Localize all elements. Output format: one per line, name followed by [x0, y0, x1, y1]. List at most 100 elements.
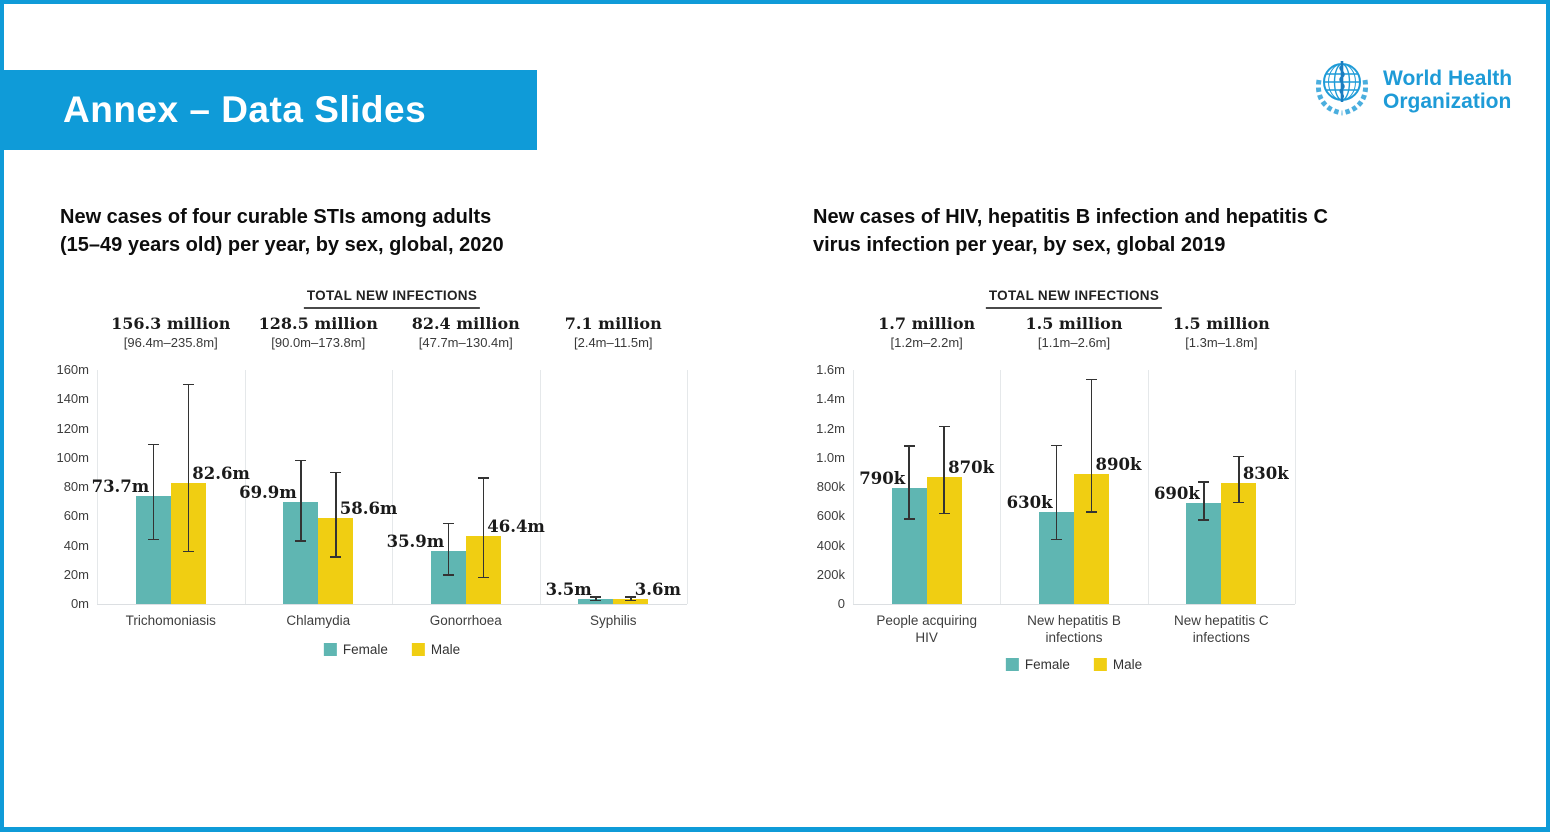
plot-divider — [539, 370, 541, 604]
error-bar-male-people-acquiring-hiv — [943, 426, 945, 514]
error-bar-male-new-hepatitis-c-infections-cap-bottom — [1233, 501, 1245, 504]
legend-label-female: Female — [1024, 657, 1070, 672]
y-tick-label: 80m — [63, 479, 89, 494]
y-tick-label: 60m — [63, 508, 89, 524]
legend-item-male: Male — [1093, 657, 1143, 672]
hiv-hep-chart-title: New cases of HIV, hepatitis B infection … — [813, 203, 1328, 259]
plot-divider — [1147, 370, 1149, 604]
bar-label-male-new-hepatitis-b-infections: 890k — [1095, 454, 1142, 474]
hiv-hep-chart-total-0: 1.7 million [1.2m–2.2m] — [832, 314, 1022, 352]
axis-baseline — [97, 604, 687, 605]
slide-title: Annex – Data Slides — [63, 89, 427, 130]
bar-label-female-new-hepatitis-b-infections: 630k — [1006, 492, 1053, 512]
hiv-hep-chart-total-1: 1.5 million [1.1m–2.6m] — [979, 314, 1169, 352]
bar-label-male-people-acquiring-hiv: 870k — [948, 457, 995, 477]
legend-label-male: Male — [430, 642, 461, 657]
bar-label-female-trichomoniasis: 73.7m — [91, 477, 150, 497]
bar-label-female-gonorrhoea: 35.9m — [386, 532, 445, 552]
y-tick-label: 600k — [816, 508, 845, 524]
error-bar-male-trichomoniasis-cap-bottom — [182, 550, 194, 553]
y-tick-label: 800k — [816, 479, 845, 494]
error-bar-female-trichomoniasis-cap-bottom — [147, 538, 159, 541]
total-range: [96.4m–235.8m] — [123, 335, 218, 350]
error-bar-male-gonorrhoea-cap-top — [477, 477, 489, 479]
total-value: 1.5 million — [1172, 314, 1270, 333]
who-logo-line1: World Health — [1383, 67, 1513, 90]
error-bar-female-new-hepatitis-c-infections-cap-top — [1198, 481, 1210, 483]
y-tick-label: 0 — [837, 596, 845, 611]
y-tick-label: 40m — [63, 537, 89, 553]
y-tick-label: 1.0m — [816, 449, 845, 465]
total-range: [47.7m–130.4m] — [418, 335, 513, 350]
total-value: 7.1 million — [564, 314, 662, 333]
total-value: 1.7 million — [878, 314, 976, 333]
sti-chart-header: TOTAL NEW INFECTIONS — [303, 288, 481, 309]
bar-label-female-syphilis: 3.5m — [545, 579, 592, 599]
male-swatch-icon — [1093, 658, 1107, 671]
bar-label-female-people-acquiring-hiv: 790k — [859, 469, 906, 489]
y-tick-label: 20m — [63, 566, 89, 582]
sti-chart-total-2: 82.4 million [47.7m–130.4m] — [371, 314, 561, 352]
y-tick-label: 120m — [56, 420, 89, 436]
total-value: 128.5 million — [258, 314, 378, 333]
error-bar-female-people-acquiring-hiv-cap-top — [903, 445, 915, 447]
hiv-hep-chart-header: TOTAL NEW INFECTIONS — [985, 288, 1163, 309]
total-value: 156.3 million — [111, 314, 231, 333]
error-bar-male-chlamydia — [335, 472, 337, 558]
error-bar-male-new-hepatitis-b-infections — [1090, 379, 1093, 512]
error-bar-female-people-acquiring-hiv-cap-bottom — [903, 518, 915, 520]
category-label-people-acquiring-hiv: People acquiring HIV — [876, 613, 977, 645]
y-tick-label: 1.2m — [816, 420, 845, 436]
female-swatch-icon — [323, 643, 337, 656]
hiv-hep-chart-legend: Female Male — [1005, 657, 1143, 672]
plot-divider — [392, 370, 393, 604]
category-label-chlamydia: Chlamydia — [286, 613, 351, 628]
error-bar-male-new-hepatitis-b-infections-cap-top — [1086, 378, 1097, 381]
error-bar-male-new-hepatitis-c-infections — [1238, 456, 1240, 503]
who-emblem-icon — [1315, 61, 1369, 116]
plot-divider — [853, 370, 854, 604]
error-bar-female-trichomoniasis — [152, 444, 154, 540]
legend-item-female: Female — [1005, 657, 1070, 672]
female-swatch-icon — [1005, 658, 1019, 671]
error-bar-female-syphilis — [595, 596, 597, 601]
error-bar-male-gonorrhoea — [482, 478, 484, 578]
error-bar-male-people-acquiring-hiv-cap-top — [938, 425, 950, 428]
y-tick-label: 1.6m — [816, 362, 845, 377]
who-logo-line2: Organization — [1383, 90, 1512, 113]
y-tick-label: 1.4m — [816, 391, 845, 407]
title-banner: Annex – Data Slides — [0, 70, 537, 150]
error-bar-male-syphilis-cap-bottom — [625, 599, 637, 602]
hiv-hep-chart-title-line2: virus infection per year, by sex, global… — [813, 234, 1226, 256]
y-tick-label: 140m — [56, 391, 89, 407]
category-label-new-hepatitis-b-infections: New hepatitis B infections — [1027, 613, 1121, 645]
error-bar-male-people-acquiring-hiv-cap-bottom — [938, 512, 950, 515]
legend-label-male: Male — [1112, 657, 1143, 672]
error-bar-male-new-hepatitis-c-infections-cap-top — [1233, 455, 1245, 458]
error-bar-female-chlamydia-cap-top — [295, 459, 307, 462]
total-range: [1.3m–1.8m] — [1185, 335, 1258, 350]
sti-chart-total-3: 7.1 million [2.4m–11.5m] — [518, 314, 708, 352]
error-bar-female-syphilis-cap-bottom — [590, 599, 602, 602]
legend-label-female: Female — [342, 642, 388, 657]
who-logo-text: World Health Organization — [1383, 56, 1512, 113]
y-tick-label: 400k — [816, 537, 845, 553]
total-range: [1.1m–2.6m] — [1037, 335, 1111, 350]
category-label-gonorrhoea: Gonorrhoea — [429, 613, 502, 628]
sti-chart-legend: Female Male — [323, 642, 461, 657]
axis-baseline — [853, 604, 1295, 605]
error-bar-female-new-hepatitis-b-infections — [1055, 445, 1058, 540]
total-range: [2.4m–11.5m] — [573, 335, 653, 350]
total-value: 82.4 million — [411, 314, 520, 333]
y-tick-label: 100m — [56, 449, 89, 465]
sti-chart-title-line1: New cases of four curable STIs among adu… — [60, 206, 492, 228]
sti-chart-total-1: 128.5 million [90.0m–173.8m] — [223, 314, 413, 352]
bar-label-female-chlamydia: 69.9m — [239, 482, 297, 502]
who-logo: World Health Organization — [1310, 56, 1512, 120]
category-label-new-hepatitis-c-infections: New hepatitis C infections — [1174, 613, 1269, 645]
bar-label-male-gonorrhoea: 46.4m — [487, 517, 545, 537]
bar-label-male-trichomoniasis: 82.6m — [192, 464, 250, 484]
hiv-hep-chart-title-line1: New cases of HIV, hepatitis B infection … — [813, 206, 1328, 228]
category-label-trichomoniasis: Trichomoniasis — [125, 613, 216, 628]
error-bar-male-chlamydia-cap-top — [330, 471, 342, 474]
